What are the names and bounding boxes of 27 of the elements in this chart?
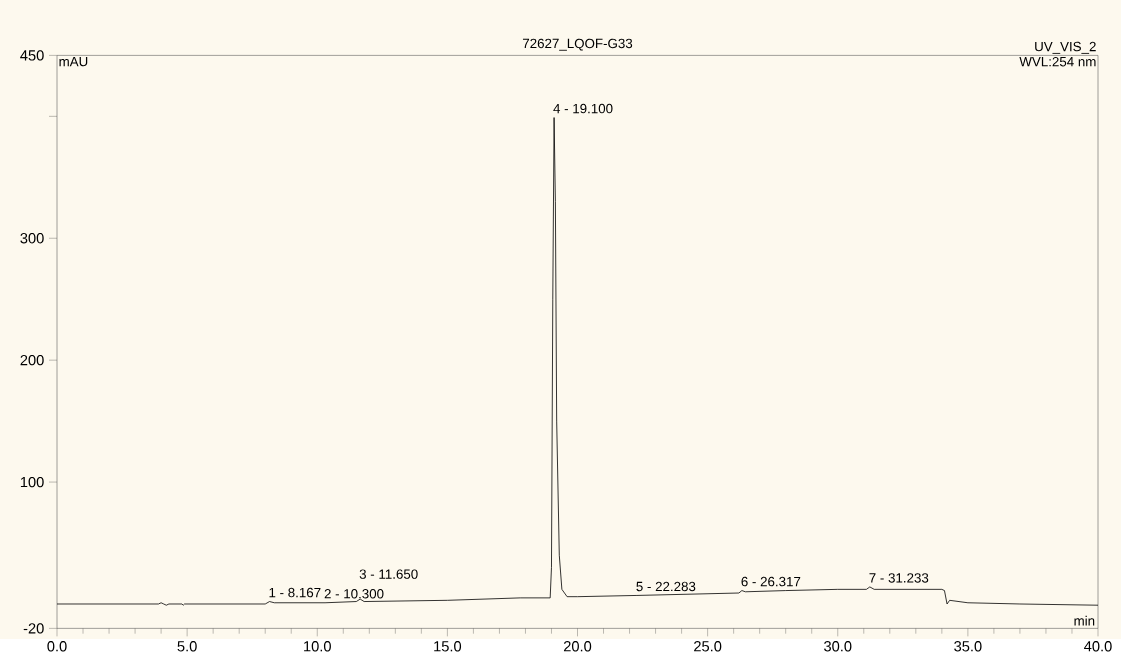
y-axis-title: mAU [59, 57, 88, 67]
x-tick-label: 30.0 [824, 641, 852, 652]
annotation: WVL:254 nm [1019, 57, 1096, 67]
x-tick-label: 40.0 [1084, 641, 1112, 652]
y-tick-label: 200 [20, 355, 44, 366]
line-series [56, 117, 1099, 606]
x-tick-label: 5.0 [177, 641, 197, 652]
annotation: 4 - 19.100 [553, 103, 613, 114]
y-tick-label: 450 [20, 50, 44, 61]
annotation: 2 - 10.300 [324, 589, 384, 599]
x-tick-label: 20.0 [563, 641, 592, 652]
chart-title: 72627_LQOF-G33 [522, 38, 633, 51]
x-tick-label: 25.0 [694, 641, 722, 652]
x-tick-label: 10.0 [304, 641, 331, 652]
text: UV_VIS_2 [1035, 41, 1096, 54]
annotation: 1 - 8.167 [269, 587, 321, 598]
y-tick-label: 300 [20, 233, 44, 244]
annotation: 6 - 26.317 [741, 576, 801, 587]
y-tick-label: -20 [23, 623, 44, 634]
x-tick-label: 0.0 [47, 641, 67, 652]
x-axis-title: min [1074, 615, 1095, 626]
y-tick-label: 100 [20, 476, 44, 488]
x-tick-label: 35.0 [954, 641, 982, 652]
x-tick-label: 15.0 [434, 641, 462, 652]
annotation: 5 - 22.283 [636, 581, 696, 592]
annotation: 3 - 11.650 [359, 569, 418, 579]
annotation: 7 - 31.233 [869, 573, 929, 583]
